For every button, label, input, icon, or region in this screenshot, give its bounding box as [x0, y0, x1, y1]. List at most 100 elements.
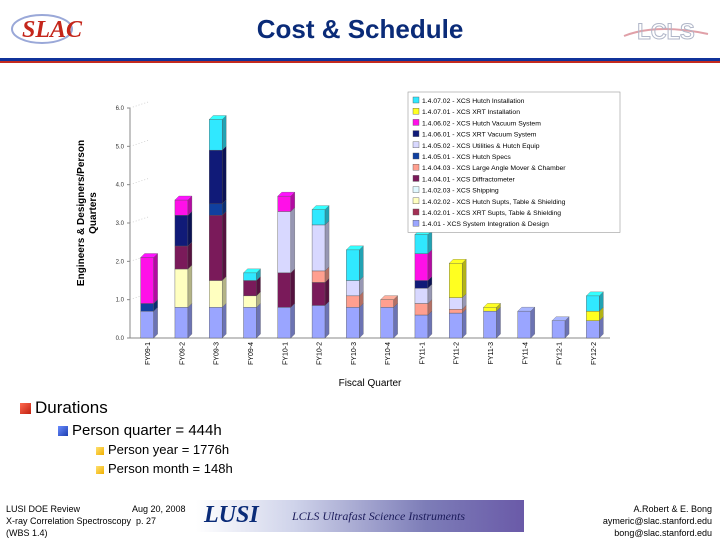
footer-review: LUSI DOE Review — [6, 504, 81, 514]
bar-segment — [449, 309, 463, 314]
y-tick-label: 5.0 — [116, 144, 125, 150]
x-tick-label: FY10-2 — [317, 342, 324, 365]
bar-segment — [209, 149, 223, 205]
bar-segment — [174, 215, 189, 247]
x-tick-label: FY09-3 — [214, 342, 221, 365]
bar-segment — [414, 253, 429, 281]
legend-swatch — [412, 163, 420, 171]
bar-top-face — [208, 115, 227, 120]
bar-segment — [209, 280, 223, 308]
legend-swatch — [412, 141, 420, 148]
bar-segment-side — [222, 115, 227, 151]
bar-top-face — [243, 268, 261, 273]
bar-segment — [174, 307, 189, 339]
bar-segment — [277, 307, 291, 339]
bar-segment — [346, 295, 360, 308]
bar-segment — [380, 299, 394, 308]
bar-top-face — [517, 307, 536, 312]
bar-segment-side — [290, 302, 295, 339]
bar-segment — [311, 224, 326, 272]
footer-left: LUSI DOE Review X-ray Correlation Spectr… — [6, 503, 186, 539]
legend-label: 1.4.07.01 - XCS XRT Installation — [422, 109, 520, 116]
x-tick-label: FY12-1 — [557, 342, 564, 365]
legend-swatch — [412, 208, 420, 216]
y-axis-title: Engineers & Designers/PersonQuarters — [76, 140, 99, 286]
footer-wbs: (WBS 1.4) — [6, 528, 48, 538]
legend-label: 1.4.05.02 - XCS Utilities & Hutch Equip — [422, 143, 540, 150]
bar-segment — [586, 310, 600, 321]
bar-segment — [414, 234, 429, 254]
bar-segment-side — [530, 306, 535, 339]
blue-square-bullet-icon — [58, 426, 68, 437]
lcls-logo: LCLS — [623, 19, 709, 45]
legend-label: 1.4.01 - XCS System Integration & Design — [422, 221, 549, 228]
bar-segment — [209, 215, 223, 281]
bar-segment — [449, 297, 463, 310]
bar-segment — [277, 272, 291, 308]
legend-label: 1.4.04.03 - XCS Large Angle Mover & Cham… — [422, 165, 566, 172]
legend-swatch — [412, 96, 420, 104]
lusi-logo: LUSI — [204, 502, 259, 528]
legend-swatch — [412, 175, 420, 182]
bar-segment — [346, 280, 360, 297]
footer-email-2: bong@slac.stanford.edu — [614, 528, 712, 538]
yellow-square-bullet-icon — [96, 446, 104, 455]
bar-segment-side — [153, 306, 158, 339]
bar-segment — [414, 287, 429, 304]
legend-label: 1.4.02.02 - XCS Hutch Supts, Table & Shi… — [422, 199, 566, 206]
bar-segment — [140, 303, 154, 312]
footer-email-1: aymeric@slac.stanford.edu — [602, 516, 712, 526]
bullet-person-year-text: Person year = 1776h — [108, 442, 230, 457]
bar-segment-side — [393, 302, 398, 339]
footer-date: Aug 20, 2008 — [132, 504, 186, 514]
bar-segment-side — [359, 245, 364, 281]
footer-authors: A.Robert & E. Bong — [633, 504, 712, 514]
bar-segment — [551, 320, 566, 339]
bar-top-face — [311, 205, 330, 210]
bullet-person-month: Person month = 148h — [96, 461, 233, 476]
bar-segment-side — [462, 258, 467, 299]
bar-top-face — [174, 195, 193, 201]
legend-label: 1.4.05.01 - XCS Hutch Specs — [422, 154, 511, 161]
bar-segment — [483, 307, 497, 312]
legend-label: 1.4.07.02 - XCS Hutch Installation — [422, 98, 525, 105]
header-rule-blue — [0, 58, 720, 61]
bar-segment-side — [290, 268, 295, 308]
x-tick-label: FY11-2 — [454, 342, 461, 365]
bar-segment — [209, 307, 223, 339]
bar-segment-side — [222, 302, 227, 339]
bar-segment — [243, 272, 257, 281]
bar-top-face — [380, 295, 399, 300]
legend-swatch — [412, 197, 420, 205]
legend-swatch — [412, 152, 420, 160]
bar-segment-side — [324, 278, 330, 306]
bar-top-face — [483, 303, 501, 308]
bar-segment — [586, 320, 600, 339]
bar-top-face — [140, 253, 159, 258]
lcls-logo-text: LCLS — [637, 19, 694, 44]
bar-segment — [277, 195, 291, 212]
bullet-person-month-text: Person month = 148h — [108, 461, 233, 476]
bar-top-face — [551, 316, 570, 321]
x-tick-label: FY11-1 — [419, 342, 426, 365]
legend-swatch — [412, 108, 420, 115]
bar-segment-side — [462, 308, 467, 339]
bar-segment — [243, 295, 257, 308]
bar-top-face — [448, 259, 467, 264]
footer-right: A.Robert & E. Bong aymeric@slac.stanford… — [603, 503, 712, 539]
bar-segment — [243, 280, 257, 297]
bar-segment — [277, 211, 291, 274]
y-tick-label: 4.0 — [116, 183, 125, 189]
bar-segment-side — [324, 301, 330, 339]
bar-segment-side — [496, 306, 501, 339]
bullet-person-year: Person year = 1776h — [96, 442, 229, 457]
legend-label: 1.4.06.01 - XCS XRT Vacuum System — [422, 132, 537, 139]
legend-swatch — [412, 119, 420, 126]
bar-segment — [311, 305, 326, 339]
bullet-person-quarter-text: Person quarter = 444h — [72, 422, 222, 439]
bar-segment — [414, 303, 429, 316]
gridline — [129, 216, 149, 224]
bar-segment-side — [324, 220, 330, 272]
slide-title: Cost & Schedule — [256, 14, 464, 44]
bar-segment-side — [222, 276, 227, 308]
